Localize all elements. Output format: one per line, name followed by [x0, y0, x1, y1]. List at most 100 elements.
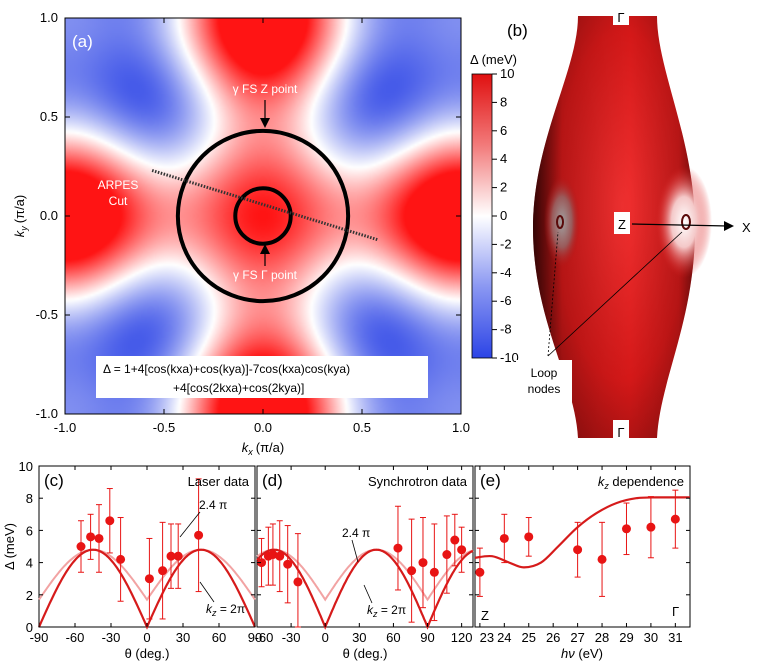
data-point — [475, 567, 485, 577]
z-label-box — [614, 212, 630, 234]
data-point — [621, 524, 631, 534]
panel-a-ticks: -1.0 -0.5 0.0 0.5 1.0 -1.0 -0.5 0.0 0.5 1.0 — [36, 10, 470, 435]
fit-label-2-4pi: 2.4 π — [199, 498, 227, 512]
arpes-label-line1: ARPES — [98, 178, 139, 192]
data-point — [450, 535, 460, 545]
fit-curve-kz-2.4pi — [256, 548, 474, 602]
kz-sub: z — [211, 608, 217, 618]
gamma-bottom-box — [613, 420, 629, 440]
loop-node-left — [556, 215, 564, 229]
title-rest: dependence — [609, 474, 684, 489]
z-glow-right — [656, 166, 712, 278]
data-point — [158, 566, 168, 576]
data-point — [76, 542, 86, 551]
data-point — [670, 514, 680, 524]
xtick-label: 0.5 — [353, 420, 371, 435]
xtick-label: 29 — [619, 630, 633, 645]
xtick-label: 25 — [522, 630, 536, 645]
panel-a-ylabel: ky(π/a) — [12, 195, 29, 237]
ytick-label: -0.5 — [36, 307, 58, 322]
data-point — [418, 558, 428, 568]
z-label: Z — [618, 217, 626, 232]
xtick-label: 31 — [668, 630, 682, 645]
xtick-label: -60 — [255, 630, 274, 645]
gamma-point-label: γ FS Γ point — [233, 268, 298, 282]
xtick-label: -30 — [102, 630, 121, 645]
data-point — [393, 543, 403, 553]
xtick-label: 24 — [497, 630, 511, 645]
xtick-label: -0.5 — [153, 420, 175, 435]
formula-line-1: Δ = 1+4[cos(kxa)+cos(kya)]-7cos(kxa)cos(… — [103, 362, 350, 376]
loop-node-pointer-left — [547, 231, 559, 357]
arpes-cut — [151, 169, 379, 242]
end-label-gamma: Γ — [672, 604, 679, 619]
fit-label-2-4pi: 2.4 π — [342, 526, 370, 540]
z-x-arrowhead — [724, 221, 734, 231]
data-point — [499, 533, 509, 543]
xtick-label: -30 — [282, 630, 301, 645]
ytick-label: 6 — [26, 523, 33, 538]
panel-b-label: (b) — [507, 21, 528, 40]
xtick-label: 26 — [546, 630, 560, 645]
loop-nodes-line1: Loop — [531, 366, 558, 380]
colorbar-tick-label: -6 — [500, 293, 512, 308]
kz-val: = 2π — [378, 603, 407, 617]
formula-box — [96, 356, 428, 398]
kz-sub: z — [372, 609, 378, 619]
x-label: X — [742, 220, 751, 235]
loop-nodes-box — [516, 360, 572, 402]
colorbar-tick-label: 0 — [500, 208, 507, 223]
data-point — [173, 551, 183, 561]
ytick-label: 10 — [19, 459, 33, 474]
ytick-label: 8 — [26, 491, 33, 506]
xtick-label: 0 — [143, 630, 150, 645]
xlabel-var: hν — [561, 646, 575, 661]
data-point — [194, 530, 204, 540]
data-point — [457, 545, 467, 555]
title-sub: z — [603, 481, 609, 491]
data-point — [257, 558, 267, 568]
fit-curve-kz-2.4pi — [38, 548, 256, 602]
kz-val: = 2π — [217, 602, 246, 616]
panel-d-synchrotron: -60 -30 0 30 60 90 120 (d) Synchrotron data θ (de… — [255, 465, 474, 661]
panel-title: Synchrotron data — [368, 474, 468, 489]
colorbar: Δ (meV) 10 8 6 4 2 0 -2 -4 -6 -8 -10 — [470, 52, 519, 365]
xtick-label: 90 — [420, 630, 434, 645]
loop-node-pointer-right — [547, 231, 683, 357]
data-point — [283, 559, 293, 569]
panel-label: (d) — [262, 471, 283, 490]
gamma-top-box — [613, 5, 629, 25]
z-point-arrowhead — [260, 118, 270, 128]
panel-d-xlabel: θ (deg.) — [343, 646, 388, 661]
xtick-label: 27 — [570, 630, 584, 645]
gamma-bottom-label: Γ — [617, 425, 624, 440]
xtick-label: 60 — [386, 630, 400, 645]
colorbar-tick-label: -8 — [500, 322, 512, 337]
colorbar-tick-label: -4 — [500, 265, 512, 280]
panel-e-xlabel: hν (eV) — [561, 646, 603, 661]
fit-pointer-high — [351, 539, 359, 563]
data-point — [429, 567, 439, 577]
panel-title: Laser data — [188, 474, 250, 489]
panel-a-label: (a) — [72, 32, 93, 51]
colorbar-tick-label: 6 — [500, 123, 507, 138]
formula-line-2: +4[cos(2kxa)+cos(2kya)] — [173, 381, 304, 395]
data-point — [144, 574, 154, 584]
panel-label: (c) — [44, 471, 64, 490]
heatmap-canvas — [65, 18, 461, 414]
panel-a-heatmap: -1.0 -0.5 0.0 0.5 1.0 -1.0 -0.5 0.0 0.5 1.0 (a) γ… — [12, 10, 470, 457]
fit-curve-kz-2pi — [256, 548, 474, 630]
xtick-label: 0 — [322, 630, 329, 645]
data-point — [94, 533, 104, 543]
data-point — [293, 577, 303, 587]
xtick-label: -1.0 — [54, 420, 76, 435]
arpes-cut-line — [151, 169, 379, 242]
data-point — [597, 554, 607, 564]
xtick-label: 30 — [644, 630, 658, 645]
fit-label-kz-2pi: kz = 2π — [367, 603, 406, 619]
colorbar-tick-label: -2 — [500, 236, 512, 251]
xtick-label: 23 — [480, 630, 494, 645]
colorbar-gradient — [471, 73, 493, 359]
ytick-label: -1.0 — [36, 406, 58, 421]
panel-title: kz dependence — [598, 474, 684, 491]
